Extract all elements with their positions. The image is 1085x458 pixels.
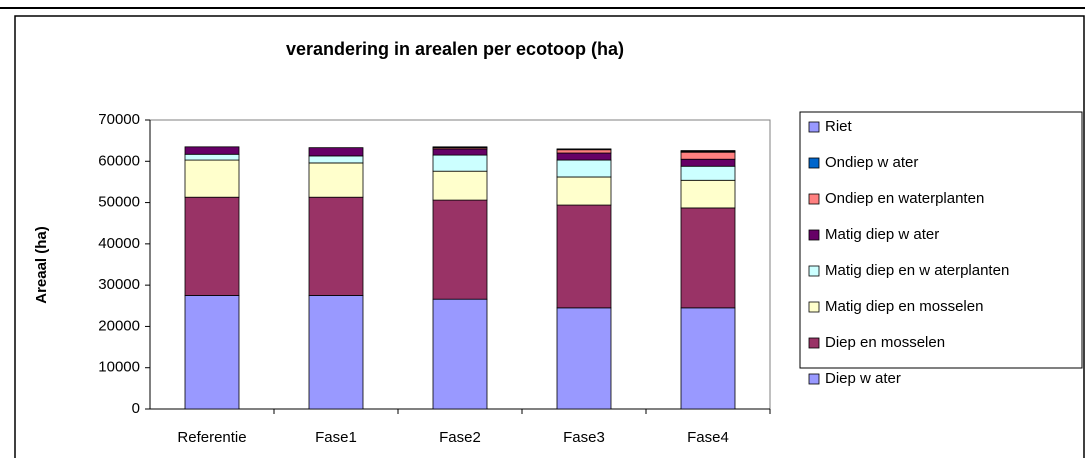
legend-swatch (808, 265, 820, 277)
x-tick-label: Fase2 (439, 429, 481, 446)
x-tick-label: Fase1 (315, 429, 357, 446)
legend-label: Riet (825, 118, 853, 135)
legend-swatch (808, 337, 820, 349)
y-tick-label: 30000 (98, 276, 140, 293)
y-tick-label: 0 (132, 400, 140, 417)
bar-segment (432, 146, 488, 149)
x-tick-label: Referentie (177, 429, 246, 446)
legend-swatch (808, 121, 820, 133)
bar-segment (308, 295, 364, 410)
y-tick-label: 60000 (98, 152, 140, 169)
legend-label: Ondiep en waterplanten (825, 190, 984, 207)
legend-label: Matig diep en mosselen (825, 298, 983, 315)
bar-segment (556, 148, 612, 151)
legend-label: Matig diep en w aterplanten (825, 262, 1009, 279)
y-axis-label: Areaal (ha) (33, 226, 50, 304)
bar-segment (432, 298, 488, 410)
y-tick-label: 10000 (98, 359, 140, 376)
bar-segment (184, 153, 240, 161)
bar-segment (680, 165, 736, 181)
legend-label: Matig diep w ater (825, 226, 939, 243)
x-tick-label: Fase4 (687, 429, 729, 446)
y-tick-label: 40000 (98, 235, 140, 252)
x-tick-label: Fase3 (563, 429, 605, 446)
legend-label: Diep en mosselen (825, 334, 945, 351)
bar-segment (184, 295, 240, 410)
y-tick-label: 50000 (98, 194, 140, 211)
legend-label: Diep w ater (825, 370, 901, 387)
bar-segment (308, 162, 364, 198)
legend-swatch (808, 373, 820, 385)
legend-swatch (808, 301, 820, 313)
bar-segment (556, 149, 612, 154)
bar-segment (556, 159, 612, 178)
bar-segment (680, 307, 736, 410)
bar-segment (556, 204, 612, 309)
bar-segment (184, 146, 240, 155)
bar-segment (680, 207, 736, 309)
bar-segment (432, 154, 488, 172)
bar-segment (556, 307, 612, 410)
bar-segment (680, 158, 736, 167)
chart-title: verandering in arealen per ecotoop (ha) (286, 39, 624, 59)
bar-segment (432, 199, 488, 300)
bar-segment (556, 152, 612, 161)
y-tick-label: 70000 (98, 111, 140, 128)
bar-segment (680, 150, 736, 152)
bar-segment (680, 151, 736, 160)
y-tick-label: 20000 (98, 317, 140, 334)
bar-segment (308, 147, 364, 157)
bar-segment (184, 196, 240, 296)
legend-swatch (808, 229, 820, 241)
legend-label: Ondiep w ater (825, 154, 918, 171)
bar-segment (308, 196, 364, 296)
bar-segment (184, 159, 240, 198)
legend-swatch (808, 157, 820, 169)
bar-segment (432, 148, 488, 156)
bar-segment (432, 170, 488, 201)
bar-segment (680, 179, 736, 209)
bar-segment (556, 176, 612, 206)
bar-segment (308, 155, 364, 164)
legend (799, 111, 1083, 369)
legend-swatch (808, 193, 820, 205)
